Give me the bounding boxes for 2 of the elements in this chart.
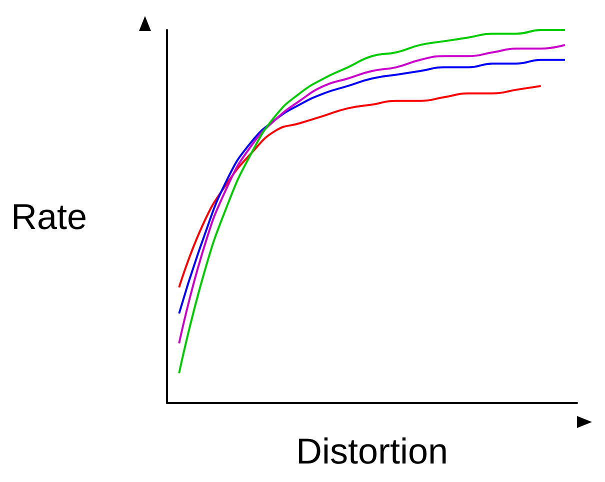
y-axis-title: Rate [10, 196, 88, 237]
x-axis-title: Distortion [296, 430, 448, 472]
